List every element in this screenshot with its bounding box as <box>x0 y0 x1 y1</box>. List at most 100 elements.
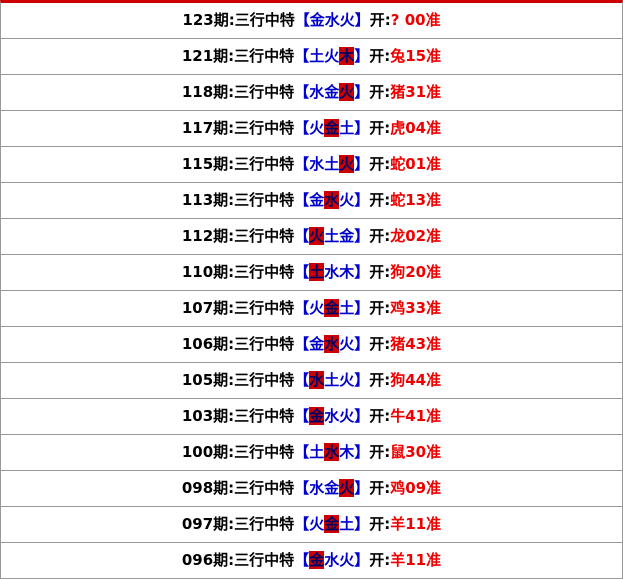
issue: 097期:三行中特 <box>181 515 295 533</box>
element: 土 <box>324 371 340 389</box>
element: 金 <box>309 407 325 425</box>
element: 土 <box>324 227 340 245</box>
element: 金 <box>309 551 325 569</box>
element: 木 <box>339 47 355 65</box>
result: 蛇01准 <box>390 155 442 173</box>
result: 蛇13准 <box>390 191 442 209</box>
element: 水 <box>324 11 340 29</box>
draw-label: 开: <box>369 119 391 137</box>
element: 土 <box>309 263 325 281</box>
result: 猪31准 <box>390 83 442 101</box>
element: 金 <box>324 83 340 101</box>
bracket-open: 【 <box>294 83 310 101</box>
element: 金 <box>324 119 340 137</box>
element: 土 <box>309 443 325 461</box>
bracket-close: 】 <box>354 191 370 209</box>
element: 火 <box>339 155 355 173</box>
draw-label: 开: <box>369 11 391 29</box>
result: 狗44准 <box>390 371 442 389</box>
draw-label: 开: <box>369 443 391 461</box>
bracket-close: 】 <box>354 227 370 245</box>
element: 水 <box>324 191 340 209</box>
draw-label: 开: <box>369 227 391 245</box>
result-row: 097期:三行中特【火金土】开:羊11准 <box>1 507 622 543</box>
element: 水 <box>309 83 325 101</box>
draw-label: 开: <box>369 263 391 281</box>
bracket-open: 【 <box>294 11 310 29</box>
bracket-open: 【 <box>294 47 310 65</box>
result: 猪43准 <box>390 335 442 353</box>
issue: 100期:三行中特 <box>181 443 295 461</box>
issue: 096期:三行中特 <box>181 551 295 569</box>
element: 火 <box>339 11 355 29</box>
bracket-close: 】 <box>354 371 370 389</box>
element: 金 <box>309 11 325 29</box>
element: 火 <box>339 83 355 101</box>
issue: 118期:三行中特 <box>181 83 295 101</box>
bracket-open: 【 <box>294 443 310 461</box>
result: ? 00准 <box>390 11 441 29</box>
issue: 117期:三行中特 <box>181 119 295 137</box>
element: 火 <box>309 515 325 533</box>
bracket-close: 】 <box>354 263 370 281</box>
element: 木 <box>339 263 355 281</box>
result-row: 105期:三行中特【水土火】开:狗44准 <box>1 363 622 399</box>
element: 木 <box>339 443 355 461</box>
bracket-close: 】 <box>354 479 370 497</box>
draw-label: 开: <box>369 83 391 101</box>
result-row: 115期:三行中特【水土火】开:蛇01准 <box>1 147 622 183</box>
bracket-open: 【 <box>294 407 310 425</box>
draw-label: 开: <box>369 155 391 173</box>
element: 水 <box>324 443 340 461</box>
element: 金 <box>339 227 355 245</box>
result-row: 096期:三行中特【金水火】开:羊11准 <box>1 543 622 579</box>
result: 羊11准 <box>390 515 442 533</box>
bracket-close: 】 <box>354 299 370 317</box>
bracket-close: 】 <box>354 551 370 569</box>
element: 土 <box>339 299 355 317</box>
draw-label: 开: <box>369 551 391 569</box>
issue: 123期:三行中特 <box>182 11 295 29</box>
issue: 112期:三行中特 <box>181 227 295 245</box>
element: 水 <box>324 335 340 353</box>
result-row: 098期:三行中特【水金火】开:鸡09准 <box>1 471 622 507</box>
element: 水 <box>324 263 340 281</box>
result-row: 100期:三行中特【土水木】开:鼠30准 <box>1 435 622 471</box>
bracket-open: 【 <box>294 227 310 245</box>
bracket-open: 【 <box>294 263 310 281</box>
element: 火 <box>339 335 355 353</box>
result-row: 107期:三行中特【火金土】开:鸡33准 <box>1 291 622 327</box>
bracket-open: 【 <box>294 479 310 497</box>
element: 火 <box>339 551 355 569</box>
result: 虎04准 <box>390 119 442 137</box>
result-row: 110期:三行中特【土水木】开:狗20准 <box>1 255 622 291</box>
result: 狗20准 <box>390 263 442 281</box>
issue: 107期:三行中特 <box>181 299 295 317</box>
element: 火 <box>309 299 325 317</box>
issue: 110期:三行中特 <box>181 263 295 281</box>
bracket-close: 】 <box>354 47 370 65</box>
bracket-close: 】 <box>354 407 370 425</box>
bracket-open: 【 <box>294 371 310 389</box>
bracket-close: 】 <box>354 335 370 353</box>
bracket-close: 】 <box>354 515 370 533</box>
draw-label: 开: <box>369 371 391 389</box>
element: 水 <box>324 407 340 425</box>
draw-label: 开: <box>369 299 391 317</box>
result-row: 113期:三行中特【金水火】开:蛇13准 <box>1 183 622 219</box>
result-row: 123期:三行中特【金水火】开:? 00准 <box>1 3 622 39</box>
element: 金 <box>324 515 340 533</box>
issue: 115期:三行中特 <box>181 155 295 173</box>
bracket-open: 【 <box>294 299 310 317</box>
draw-label: 开: <box>369 47 391 65</box>
draw-label: 开: <box>369 407 391 425</box>
result-row: 118期:三行中特【水金火】开:猪31准 <box>1 75 622 111</box>
result: 兔15准 <box>390 47 442 65</box>
draw-label: 开: <box>369 191 391 209</box>
bracket-open: 【 <box>294 335 310 353</box>
result-row: 117期:三行中特【火金土】开:虎04准 <box>1 111 622 147</box>
element: 火 <box>324 47 340 65</box>
element: 火 <box>339 407 355 425</box>
bracket-open: 【 <box>294 119 310 137</box>
